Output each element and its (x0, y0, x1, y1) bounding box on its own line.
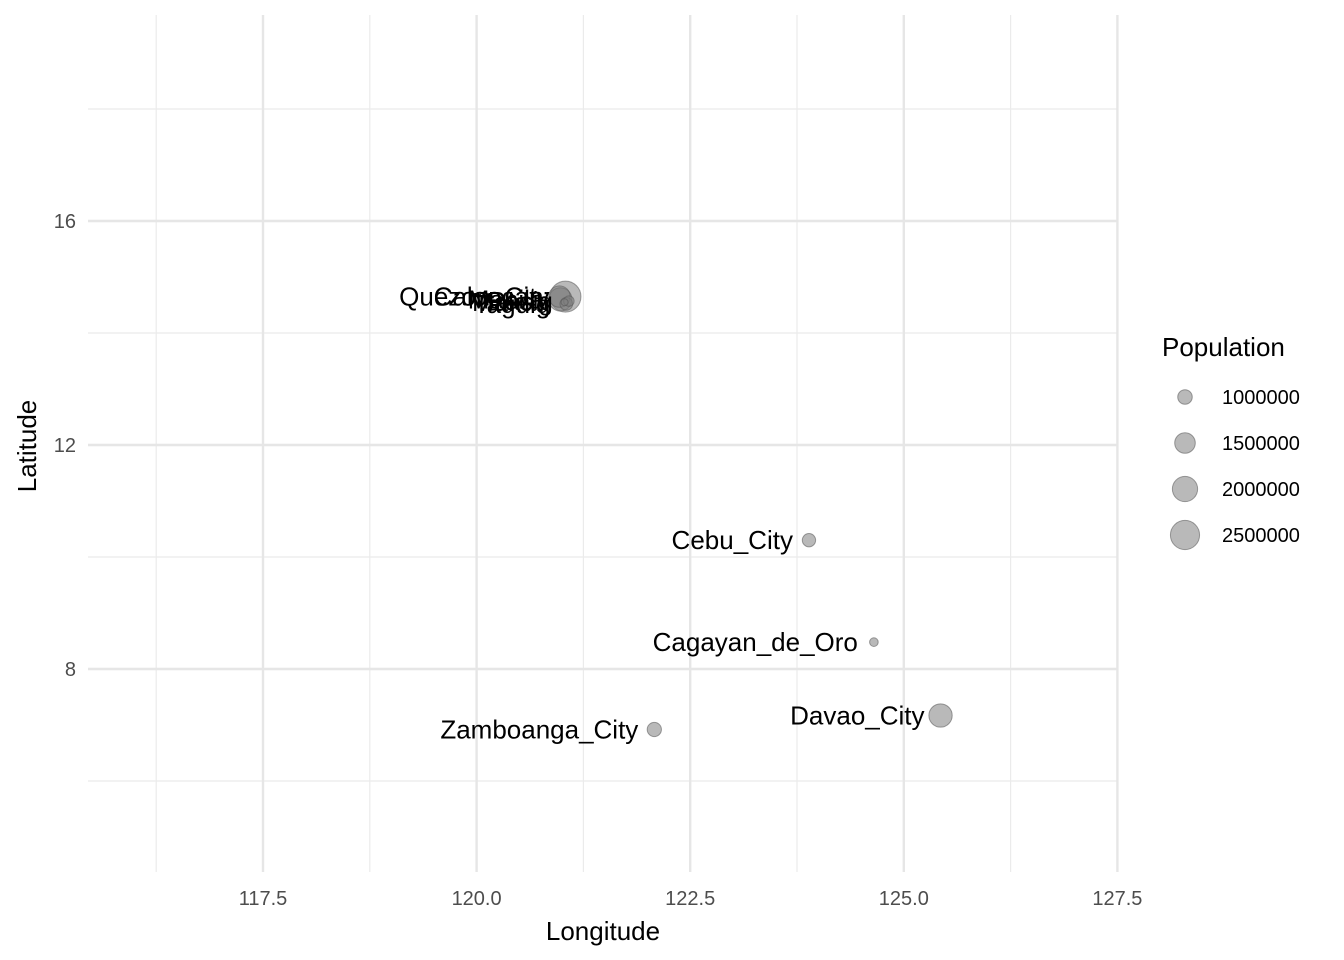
x-tick-label: 120.0 (452, 888, 502, 910)
legend-key (1177, 389, 1193, 405)
legend-label: 2500000 (1222, 525, 1300, 547)
point-label: Taguig (474, 289, 551, 319)
point-label: Pasig (488, 286, 553, 316)
legend-label: 1000000 (1222, 387, 1300, 409)
grid-minor (88, 15, 1118, 872)
x-axis-title: Longitude (546, 916, 660, 946)
data-points (548, 280, 953, 738)
y-tick-label: 8 (65, 659, 76, 681)
y-axis-ticks: 8 12 16 (54, 211, 76, 681)
data-point (869, 637, 879, 647)
x-tick-label: 117.5 (239, 888, 288, 910)
legend-title: Population (1162, 332, 1285, 362)
point-label: Makati (472, 287, 549, 317)
y-tick-label: 16 (54, 211, 76, 233)
point-labels: Quezon_CityManilaCaloocanPasigTaguigMaka… (399, 282, 924, 745)
point-label: Caloocan (434, 282, 544, 312)
size-legend: Population 1000000 1500000 2000000 2500000 (1162, 332, 1300, 551)
legend-items: 1000000 1500000 2000000 2500000 (1169, 387, 1300, 551)
point-label: Zamboanga_City (440, 714, 638, 744)
data-point (928, 703, 953, 728)
legend-label: 1500000 (1222, 433, 1300, 455)
legend-label: 2000000 (1222, 479, 1300, 501)
legend-key (1174, 432, 1196, 454)
x-tick-label: 127.5 (1092, 888, 1142, 910)
y-tick-label: 12 (54, 435, 76, 457)
grid-major (88, 15, 1119, 872)
x-axis-ticks: 117.5 120.0 122.5 125.0 127.5 (239, 888, 1143, 910)
point-label: Quezon_City (399, 282, 549, 312)
x-tick-label: 122.5 (665, 888, 715, 910)
point-label: Cagayan_de_Oro (653, 627, 858, 657)
point-label: Cebu_City (672, 525, 793, 555)
point-label: Davao_City (790, 700, 924, 730)
legend-key (1169, 519, 1201, 551)
legend-key (1171, 475, 1199, 503)
data-point (560, 298, 569, 307)
y-axis-title: Latitude (12, 400, 42, 493)
data-point (646, 721, 662, 738)
x-tick-label: 125.0 (879, 888, 929, 910)
data-point (801, 533, 817, 548)
point-label: Manila (468, 284, 545, 314)
